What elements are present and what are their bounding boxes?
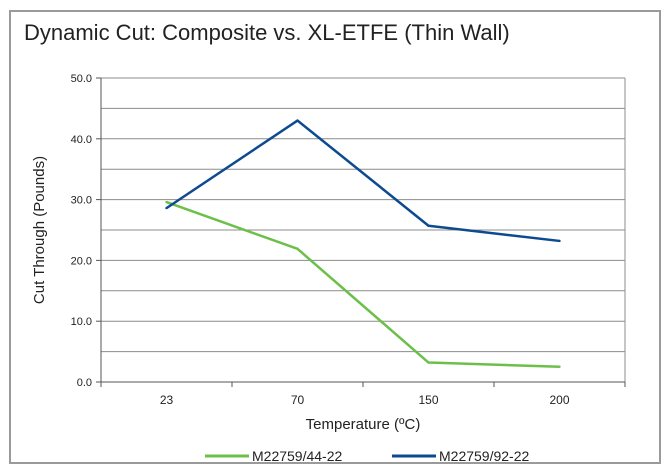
series-lines — [165, 119, 560, 368]
y-tick-label: 0.0 — [77, 377, 92, 389]
x-tick-label: 200 — [549, 393, 569, 407]
y-tick-label: 10.0 — [71, 316, 92, 328]
y-axis-title: Cut Through (Pounds) — [31, 156, 48, 304]
x-tick-label: 150 — [418, 393, 438, 407]
legend-label-2: M22759/92-22 — [439, 448, 530, 464]
y-tick-label: 20.0 — [71, 255, 92, 267]
legend: M22759/44-22 M22759/92-22 — [205, 448, 530, 464]
grid-lines — [101, 78, 625, 382]
data-point — [296, 248, 298, 250]
y-tick-label: 50.0 — [71, 73, 92, 85]
data-point — [165, 201, 167, 203]
legend-label-1: M22759/44-22 — [252, 448, 343, 464]
data-point — [165, 207, 167, 209]
data-point — [427, 225, 429, 227]
x-axis-title: Temperature (ºC) — [306, 416, 421, 433]
x-tick-label: 70 — [291, 393, 305, 407]
data-point — [427, 361, 429, 363]
data-point — [296, 119, 298, 121]
data-point — [558, 366, 560, 368]
data-point — [558, 240, 560, 242]
y-tick-label: 40.0 — [71, 134, 92, 146]
series-line-1 — [167, 202, 560, 367]
y-tick-label: 30.0 — [71, 195, 92, 207]
x-tick-label: 23 — [160, 393, 174, 407]
axes — [96, 78, 625, 387]
